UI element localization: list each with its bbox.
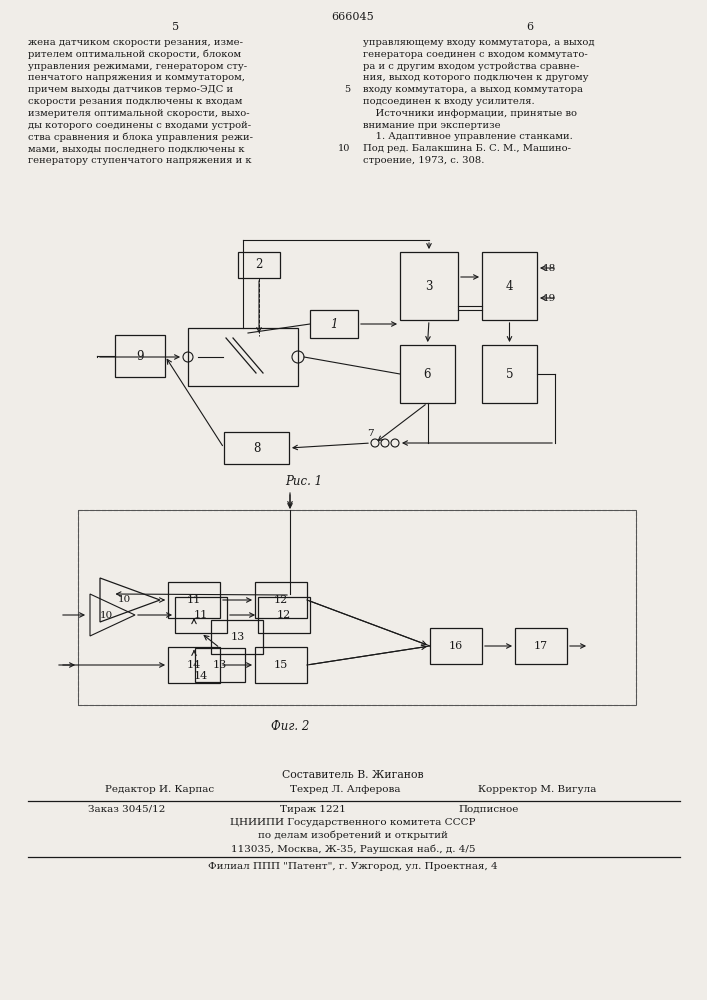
Text: Источники информации, принятые во: Источники информации, принятые во — [363, 109, 577, 118]
Text: по делам изобретений и открытий: по делам изобретений и открытий — [258, 831, 448, 840]
Text: Тираж 1221: Тираж 1221 — [280, 805, 346, 814]
Text: управляющему входу коммутатора, а выход: управляющему входу коммутатора, а выход — [363, 38, 595, 47]
Text: Филиал ППП "Патент", г. Ужгород, ул. Проектная, 4: Филиал ППП "Патент", г. Ужгород, ул. Про… — [208, 862, 498, 871]
Text: 666045: 666045 — [332, 12, 375, 22]
Bar — [168, 582, 220, 618]
Text: ния, выход которого подключен к другому: ния, выход которого подключен к другому — [363, 73, 588, 82]
Text: 113035, Москва, Ж-35, Раушская наб., д. 4/5: 113035, Москва, Ж-35, Раушская наб., д. … — [230, 844, 475, 854]
Text: 12: 12 — [277, 610, 291, 620]
Text: рителем оптимальной скорости, блоком: рителем оптимальной скорости, блоком — [28, 50, 241, 59]
Bar — [482, 345, 537, 403]
Text: 16: 16 — [449, 641, 463, 651]
Text: 11: 11 — [194, 610, 208, 620]
Text: 10: 10 — [100, 610, 113, 619]
Bar — [78, 510, 636, 705]
Bar — [482, 252, 537, 320]
Text: 10: 10 — [338, 144, 350, 153]
Text: ды которого соединены с входами устрой-: ды которого соединены с входами устрой- — [28, 121, 251, 130]
Text: скорости резания подключены к входам: скорости резания подключены к входам — [28, 97, 243, 106]
Text: 14: 14 — [187, 660, 201, 670]
Text: 13: 13 — [230, 632, 245, 642]
Text: ра и с другим входом устройства сравне-: ра и с другим входом устройства сравне- — [363, 62, 579, 71]
Bar — [255, 647, 307, 683]
Text: ЦНИИПИ Государственного комитета СССР: ЦНИИПИ Государственного комитета СССР — [230, 818, 476, 827]
Bar — [430, 628, 482, 664]
Text: 17: 17 — [534, 641, 548, 651]
Text: 19: 19 — [543, 294, 556, 303]
Text: внимание при экспертизе: внимание при экспертизе — [363, 121, 501, 130]
Text: 6: 6 — [527, 22, 534, 32]
Text: генератору ступенчатого напряжения и к: генератору ступенчатого напряжения и к — [28, 156, 252, 165]
Bar — [255, 582, 307, 618]
Bar — [211, 620, 263, 654]
Text: Подписное: Подписное — [458, 805, 518, 814]
Text: 3: 3 — [425, 279, 433, 292]
Text: Составитель В. Жиганов: Составитель В. Жиганов — [282, 770, 423, 780]
Text: Заказ 3045/12: Заказ 3045/12 — [88, 805, 165, 814]
Text: подсоединен к входу усилителя.: подсоединен к входу усилителя. — [363, 97, 534, 106]
Text: 15: 15 — [274, 660, 288, 670]
Bar — [224, 432, 289, 464]
Text: входу коммутатора, а выход коммутатора: входу коммутатора, а выход коммутатора — [363, 85, 583, 94]
Bar — [195, 648, 245, 682]
Text: 1: 1 — [330, 318, 338, 330]
Text: 11: 11 — [187, 595, 201, 605]
Bar — [310, 310, 358, 338]
Text: причем выходы датчиков термо-ЭДС и: причем выходы датчиков термо-ЭДС и — [28, 85, 233, 94]
Text: Редактор И. Карпас: Редактор И. Карпас — [105, 785, 214, 794]
Bar — [168, 647, 220, 683]
Text: управления режимами, генератором сту-: управления режимами, генератором сту- — [28, 62, 247, 71]
Text: генератора соединен с входом коммутато-: генератора соединен с входом коммутато- — [363, 50, 588, 59]
Bar — [175, 597, 227, 633]
Text: 18: 18 — [543, 264, 556, 273]
Text: Корректор М. Вигула: Корректор М. Вигула — [478, 785, 597, 794]
Text: измерителя оптимальной скорости, выхо-: измерителя оптимальной скорости, выхо- — [28, 109, 250, 118]
Bar — [115, 335, 165, 377]
Text: мами, выходы последнего подключены к: мами, выходы последнего подключены к — [28, 144, 245, 153]
Text: Техред Л. Алферова: Техред Л. Алферова — [290, 785, 400, 794]
Text: пенчатого напряжения и коммутатором,: пенчатого напряжения и коммутатором, — [28, 73, 245, 82]
Text: 1. Адаптивное управление станками.: 1. Адаптивное управление станками. — [363, 132, 573, 141]
Text: 5: 5 — [506, 367, 513, 380]
Bar — [400, 345, 455, 403]
Text: Под ред. Балакшина Б. С. М., Машино-: Под ред. Балакшина Б. С. М., Машино- — [363, 144, 571, 153]
Text: жена датчиком скорости резания, изме-: жена датчиком скорости резания, изме- — [28, 38, 243, 47]
Text: 9: 9 — [136, 350, 144, 362]
Text: 2: 2 — [255, 258, 263, 271]
Bar — [188, 328, 298, 386]
Bar — [515, 628, 567, 664]
Text: строение, 1973, с. 308.: строение, 1973, с. 308. — [363, 156, 484, 165]
Text: Фиг. 2: Фиг. 2 — [271, 720, 309, 733]
Text: ства сравнения и блока управления режи-: ства сравнения и блока управления режи- — [28, 132, 253, 142]
Text: 14: 14 — [194, 671, 208, 681]
Text: Рис. 1: Рис. 1 — [285, 475, 322, 488]
Bar — [400, 252, 458, 320]
Text: 5: 5 — [344, 85, 350, 94]
Bar — [258, 597, 310, 633]
Text: 4: 4 — [506, 279, 513, 292]
Text: 6: 6 — [423, 367, 431, 380]
Bar — [78, 510, 636, 705]
Text: 7: 7 — [367, 429, 373, 438]
Text: 12: 12 — [274, 595, 288, 605]
Text: 5: 5 — [173, 22, 180, 32]
Text: 10: 10 — [118, 595, 132, 604]
Text: 13: 13 — [213, 660, 227, 670]
Text: 8: 8 — [253, 442, 260, 454]
Bar — [238, 252, 280, 278]
